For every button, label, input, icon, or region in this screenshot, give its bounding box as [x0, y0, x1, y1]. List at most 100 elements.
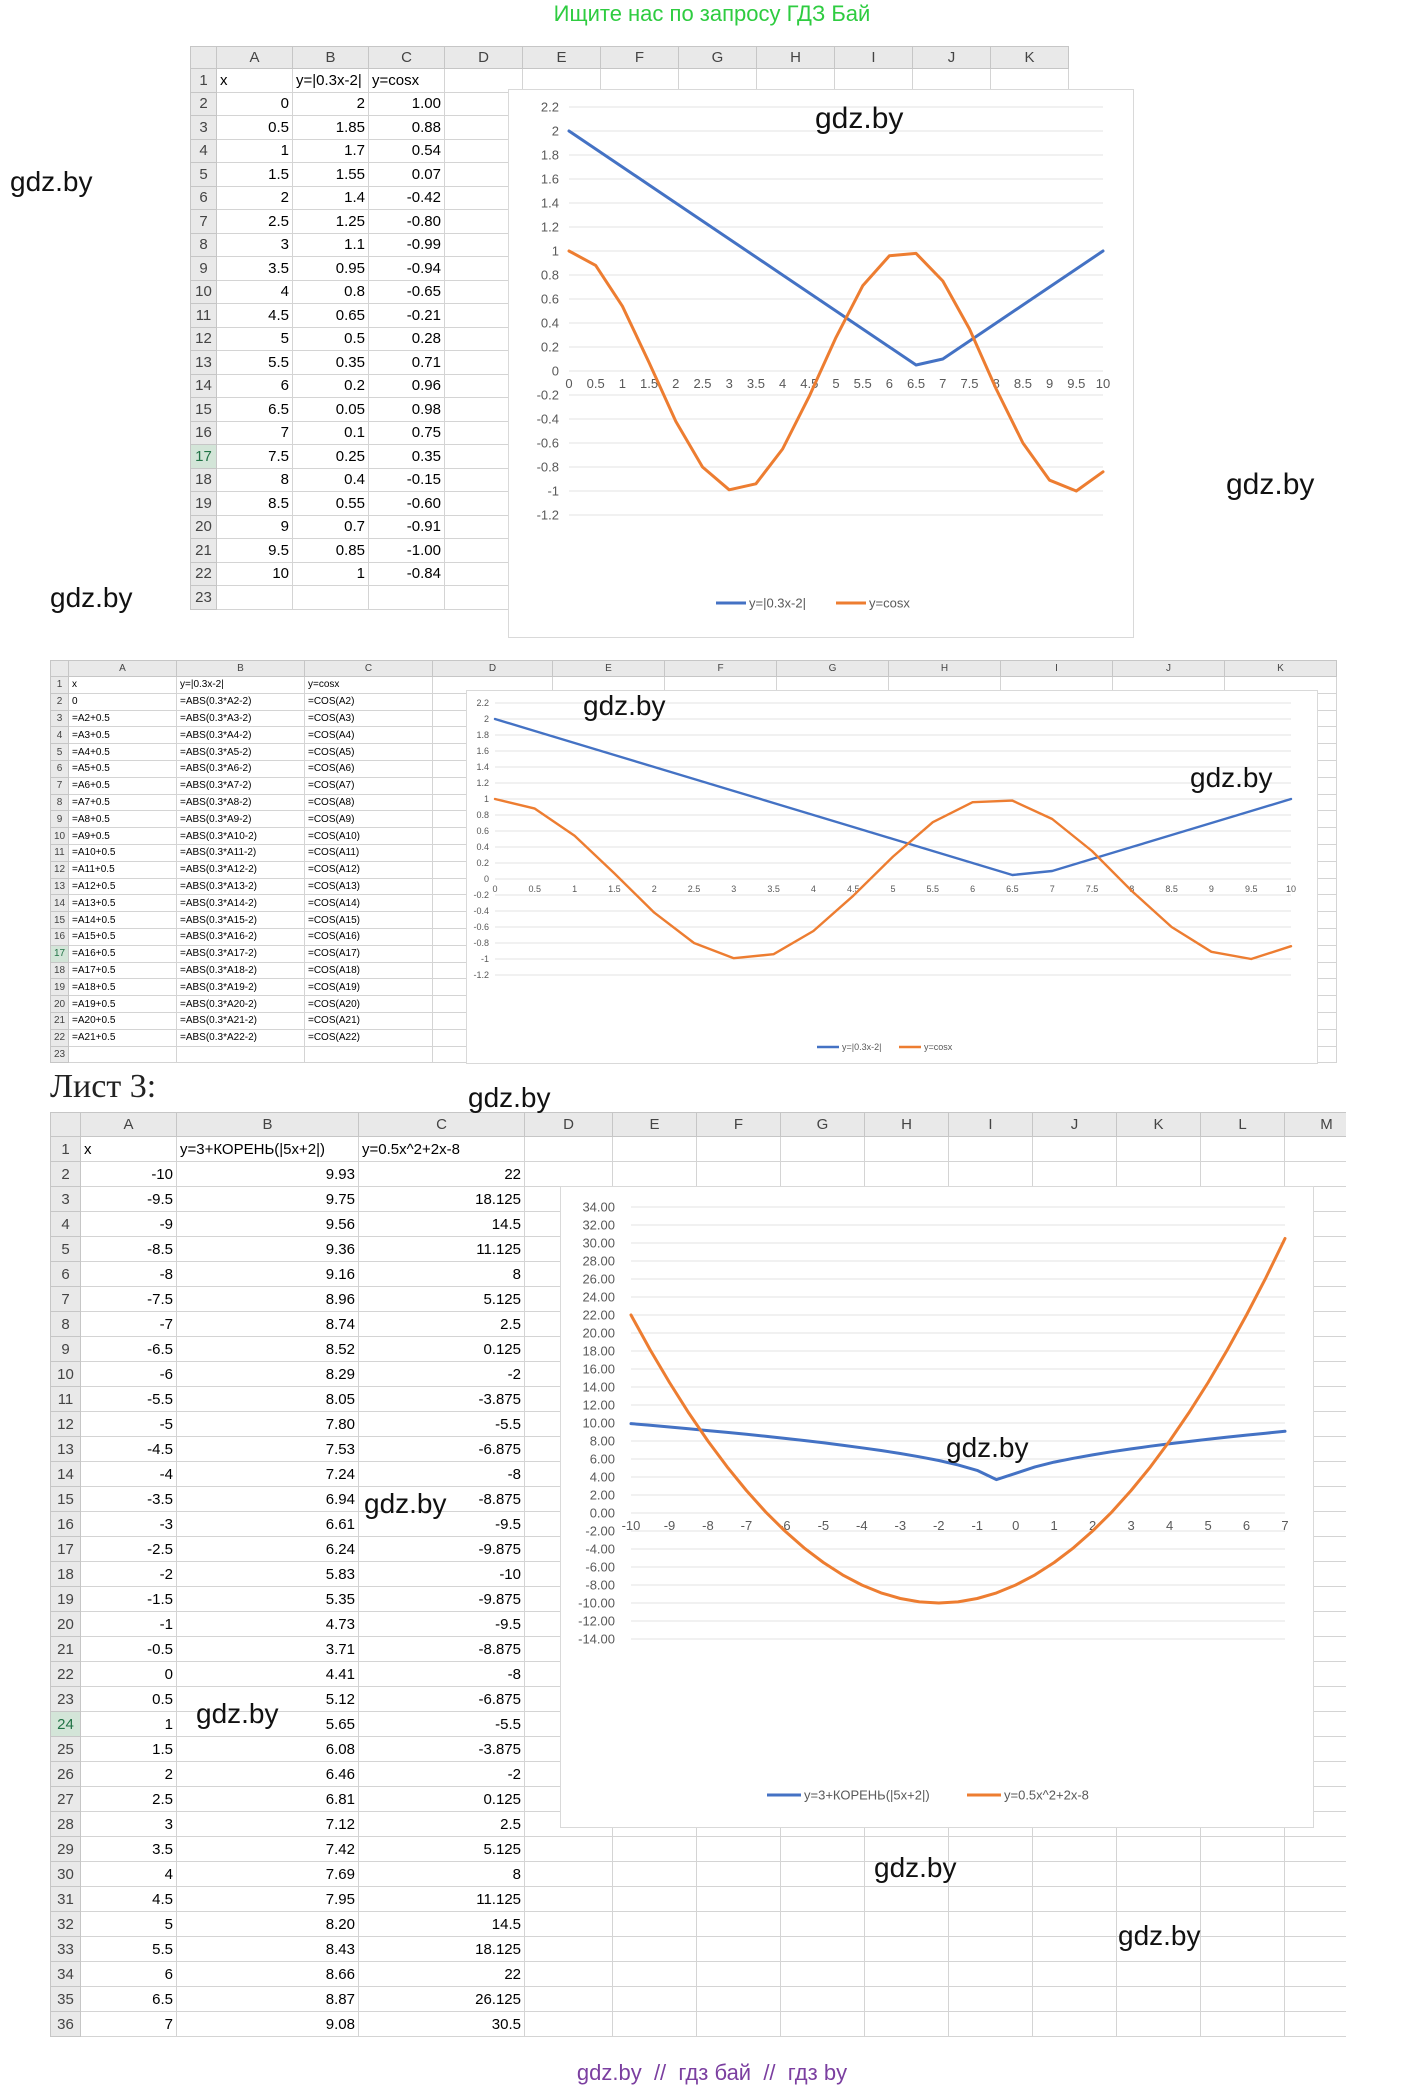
- series-line-1[interactable]: [493, 717, 1293, 877]
- cell[interactable]: -5.5: [358, 1711, 525, 1737]
- cell[interactable]: [524, 1886, 613, 1912]
- cell[interactable]: 0: [68, 692, 177, 711]
- row-header[interactable]: 29: [50, 1836, 81, 1862]
- row-header[interactable]: 1: [50, 1136, 81, 1162]
- cell[interactable]: =COS(A3): [304, 709, 433, 728]
- cell[interactable]: 0.5: [216, 115, 293, 140]
- cell[interactable]: =COS(A21): [304, 1011, 433, 1030]
- column-header[interactable]: J: [1032, 1112, 1117, 1137]
- cell[interactable]: =A11+0.5: [68, 860, 177, 879]
- cell[interactable]: -6: [80, 1361, 177, 1387]
- row-header[interactable]: 14: [50, 1461, 81, 1487]
- column-header[interactable]: D: [444, 46, 523, 69]
- cell[interactable]: 2: [292, 91, 369, 116]
- cell[interactable]: [1032, 1911, 1117, 1937]
- cell[interactable]: =COS(A12): [304, 860, 433, 879]
- cell[interactable]: [1284, 1836, 1346, 1862]
- cell[interactable]: 3.5: [216, 256, 293, 281]
- row-header[interactable]: 12: [190, 326, 217, 351]
- cell[interactable]: 0.05: [292, 397, 369, 422]
- cell[interactable]: [1200, 1986, 1285, 2012]
- cell[interactable]: [696, 1886, 781, 1912]
- cell[interactable]: =ABS(0.3*A21-2): [176, 1011, 305, 1030]
- cell[interactable]: -0.15: [368, 467, 445, 492]
- cell[interactable]: 2.5: [358, 1811, 525, 1837]
- cell[interactable]: y=0.5x^2+2x-8: [358, 1136, 525, 1162]
- cell[interactable]: [612, 1961, 697, 1987]
- cell[interactable]: [696, 1836, 781, 1862]
- cell[interactable]: =COS(A11): [304, 843, 433, 862]
- cell[interactable]: 11.125: [358, 1886, 525, 1912]
- row-header[interactable]: 10: [50, 1361, 81, 1387]
- cell[interactable]: [696, 1961, 781, 1987]
- cell[interactable]: [524, 1861, 613, 1887]
- row-header[interactable]: 5: [50, 1236, 81, 1262]
- row-header[interactable]: 7: [50, 1286, 81, 1312]
- column-header[interactable]: J: [912, 46, 991, 69]
- cell[interactable]: -9: [80, 1211, 177, 1237]
- cell[interactable]: 0.96: [368, 373, 445, 398]
- cell[interactable]: =A9+0.5: [68, 827, 177, 845]
- row-header[interactable]: 27: [50, 1786, 81, 1812]
- cell[interactable]: [780, 1161, 865, 1187]
- row-header[interactable]: 35: [50, 1986, 81, 2012]
- cell[interactable]: [696, 1861, 781, 1887]
- row-header[interactable]: 23: [50, 1045, 69, 1064]
- cell[interactable]: [948, 1911, 1033, 1937]
- cell[interactable]: [612, 1161, 697, 1187]
- cell[interactable]: =A20+0.5: [68, 1011, 177, 1030]
- cell[interactable]: =COS(A9): [304, 810, 433, 829]
- cell[interactable]: 7: [216, 420, 293, 445]
- row-header[interactable]: 12: [50, 860, 69, 879]
- cell[interactable]: -1.5: [80, 1586, 177, 1612]
- row-header[interactable]: 19: [50, 1586, 81, 1612]
- column-header[interactable]: A: [80, 1112, 177, 1137]
- row-header[interactable]: 19: [50, 978, 69, 997]
- cell[interactable]: [1200, 1936, 1285, 1962]
- row-header[interactable]: 1: [190, 68, 217, 93]
- cell[interactable]: =COS(A2): [304, 692, 433, 711]
- cell[interactable]: 7.24: [176, 1461, 359, 1487]
- cell[interactable]: [1284, 1136, 1346, 1162]
- cell[interactable]: [948, 1836, 1033, 1862]
- cell[interactable]: 26.125: [358, 1986, 525, 2012]
- cell[interactable]: 4: [80, 1861, 177, 1887]
- cell[interactable]: 5.65: [176, 1711, 359, 1737]
- row-header[interactable]: 28: [50, 1811, 81, 1837]
- cell[interactable]: 4.73: [176, 1611, 359, 1637]
- cell[interactable]: -2: [358, 1761, 525, 1787]
- cell[interactable]: 8.05: [176, 1386, 359, 1412]
- cell[interactable]: =A12+0.5: [68, 877, 177, 896]
- cell[interactable]: =COS(A10): [304, 827, 433, 845]
- cell[interactable]: 9.93: [176, 1161, 359, 1187]
- cell[interactable]: 2: [216, 185, 293, 210]
- series-line-1[interactable]: [629, 1422, 1287, 1482]
- sheet3-chart[interactable]: 34.00 32.00 30.00 28.00 26.00 24.00 22.00 20.00…: [560, 1186, 1314, 1828]
- cell[interactable]: 0.7: [292, 514, 369, 539]
- cell[interactable]: -0.99: [368, 232, 445, 257]
- cell[interactable]: 5.83: [176, 1561, 359, 1587]
- cell[interactable]: [444, 68, 523, 93]
- cell[interactable]: =ABS(0.3*A11-2): [176, 843, 305, 862]
- cell[interactable]: 6.5: [216, 397, 293, 422]
- cell[interactable]: =ABS(0.3*A12-2): [176, 860, 305, 879]
- cell[interactable]: -9.5: [80, 1186, 177, 1212]
- cell[interactable]: 5.35: [176, 1586, 359, 1612]
- column-header[interactable]: I: [1000, 660, 1113, 677]
- row-header[interactable]: 20: [190, 514, 217, 539]
- cell[interactable]: [678, 68, 757, 93]
- cell[interactable]: 9.08: [176, 2011, 359, 2037]
- cell[interactable]: [612, 1911, 697, 1937]
- cell[interactable]: 8.5: [216, 491, 293, 516]
- select-all-corner[interactable]: [50, 660, 69, 677]
- cell[interactable]: 4: [216, 279, 293, 304]
- cell[interactable]: [1200, 1161, 1285, 1187]
- column-header[interactable]: M: [1284, 1112, 1346, 1137]
- cell[interactable]: =COS(A6): [304, 759, 433, 778]
- cell[interactable]: 1.55: [292, 162, 369, 187]
- cell[interactable]: -6.875: [358, 1436, 525, 1462]
- cell[interactable]: =A21+0.5: [68, 1028, 177, 1047]
- cell[interactable]: 2.5: [358, 1311, 525, 1337]
- cell[interactable]: [1116, 1861, 1201, 1887]
- cell[interactable]: [216, 585, 293, 610]
